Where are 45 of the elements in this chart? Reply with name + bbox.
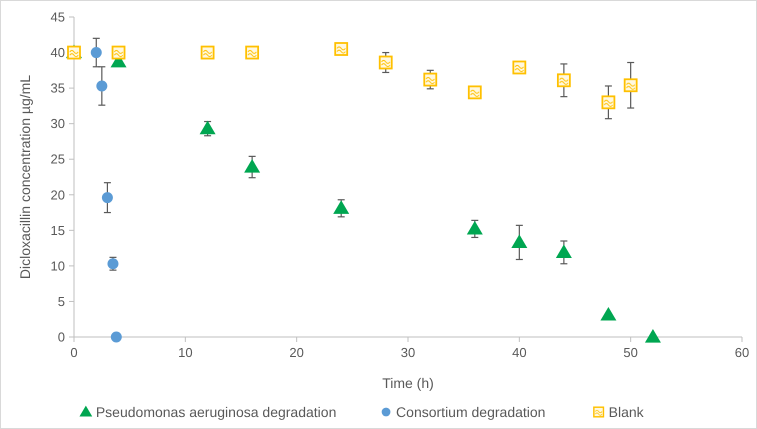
legend-label: Pseudomonas aeruginosa degradation <box>96 404 336 420</box>
point <box>624 78 638 92</box>
x-axis-title: Time (h) <box>382 375 434 391</box>
point <box>200 46 214 60</box>
point <box>244 159 260 173</box>
y-tick-label: 0 <box>58 330 65 344</box>
y-tick-label: 15 <box>50 222 65 238</box>
point <box>102 192 113 204</box>
x-tick-label: 60 <box>734 345 750 360</box>
x-tick-label: 0 <box>70 345 78 360</box>
y-tick-label: 20 <box>50 187 65 202</box>
point <box>112 46 126 60</box>
y-tick-label: 40 <box>50 45 65 60</box>
x-tick-label: 40 <box>512 345 527 360</box>
y-axis-title: Dicloxacillin concentration µg/mL <box>17 74 33 280</box>
y-tick-label: 35 <box>50 80 65 96</box>
point <box>333 200 350 214</box>
y-tick-label: 30 <box>50 116 65 132</box>
point <box>556 73 571 88</box>
point <box>556 244 572 258</box>
point <box>466 220 483 235</box>
legend-label: Blank <box>608 404 645 420</box>
point <box>378 56 393 70</box>
y-tick-label: 10 <box>50 258 65 274</box>
x-tick-label: 20 <box>289 345 304 360</box>
point <box>644 329 661 343</box>
point <box>245 46 260 60</box>
y-tick-label: 25 <box>50 152 65 167</box>
legend-label: Consortium degradation <box>396 404 546 420</box>
y-tick-label: 5 <box>58 294 65 309</box>
point <box>468 85 482 100</box>
point <box>423 72 438 86</box>
x-tick-label: 30 <box>400 345 416 360</box>
point <box>600 306 616 321</box>
point <box>90 47 102 58</box>
point <box>110 332 122 342</box>
x-tick-label: 10 <box>178 345 193 360</box>
point <box>200 120 216 134</box>
y-tick-label: 45 <box>50 10 65 24</box>
point <box>512 60 526 74</box>
point <box>96 80 108 92</box>
point <box>511 234 528 248</box>
x-tick-label: 50 <box>623 345 638 360</box>
point <box>334 42 348 56</box>
point <box>602 95 616 110</box>
